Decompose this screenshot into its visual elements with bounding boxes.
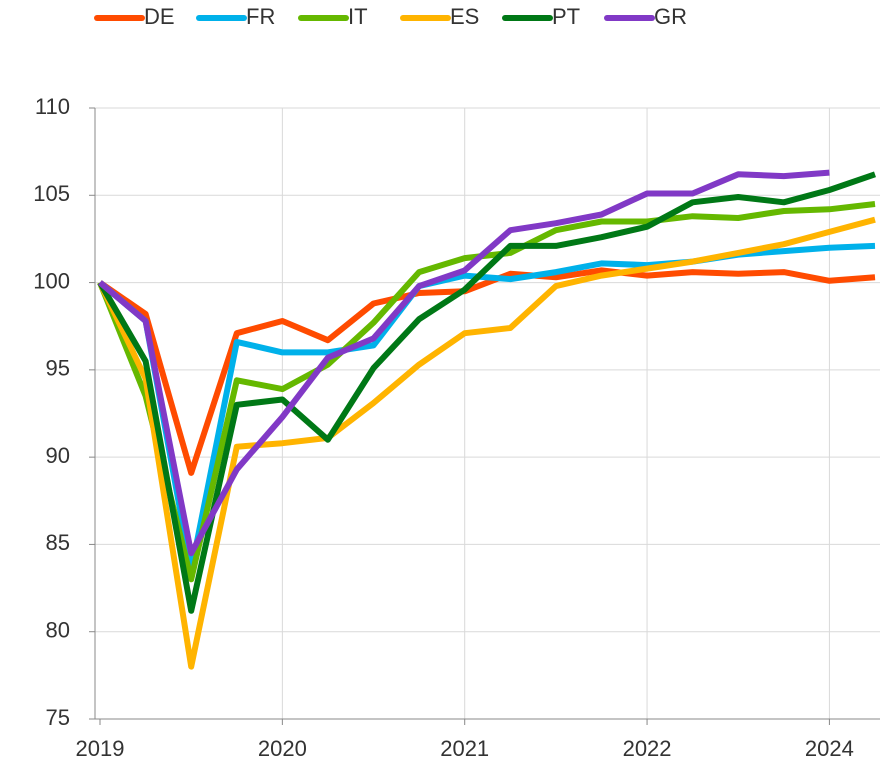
x-tick-label: 2021 xyxy=(440,736,489,761)
x-tick-label: 2019 xyxy=(76,736,125,761)
series-line xyxy=(98,242,876,574)
y-tick-label: 95 xyxy=(46,356,70,381)
y-tick-label: 100 xyxy=(33,268,70,293)
legend-label: ES xyxy=(450,4,479,29)
y-tick-label: 105 xyxy=(33,181,70,206)
legend-label: GR xyxy=(654,4,687,29)
x-tick-label: 2020 xyxy=(258,736,307,761)
y-tick-label: 75 xyxy=(46,705,70,730)
y-tick-label: 110 xyxy=(35,94,70,119)
legend-label: DE xyxy=(144,4,175,29)
series-line xyxy=(98,169,830,557)
legend-label: PT xyxy=(552,4,580,29)
legend-label: IT xyxy=(348,4,368,29)
series-line xyxy=(98,267,876,476)
x-tick-label: 2022 xyxy=(623,736,672,761)
series-line xyxy=(97,171,876,614)
y-tick-label: 85 xyxy=(46,530,70,555)
y-tick-label: 90 xyxy=(46,443,70,468)
y-tick-label: 80 xyxy=(46,618,70,643)
series-line xyxy=(97,201,876,583)
x-tick-label: 2024 xyxy=(805,736,854,761)
legend-label: FR xyxy=(246,4,275,29)
